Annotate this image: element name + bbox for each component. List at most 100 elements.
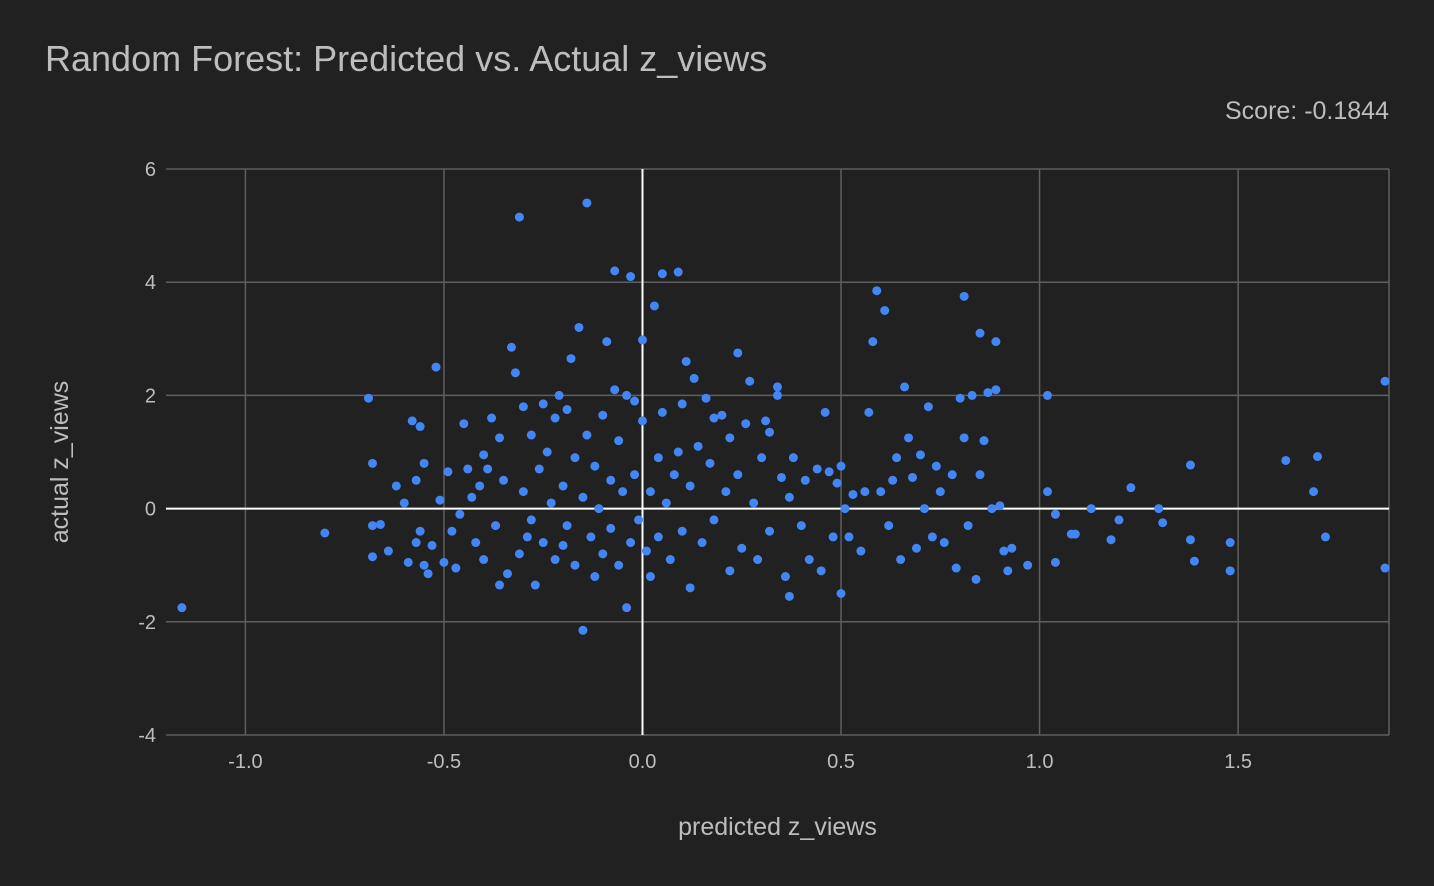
data-point [876,487,886,497]
data-point [900,382,910,392]
data-point [816,566,826,576]
data-point [1023,560,1033,570]
data-point [383,546,393,556]
data-point [391,481,401,491]
data-point [622,603,632,613]
data-point [415,526,425,536]
data-point [657,407,667,417]
data-point [1106,535,1116,545]
data-point [514,212,524,222]
data-point [661,498,671,508]
data-point [983,388,993,398]
data-point [630,396,640,406]
data-point [788,453,798,463]
data-point [439,557,449,567]
data-point [828,532,838,542]
data-point [749,498,759,508]
data-point [773,390,782,400]
data-point [884,521,894,531]
data-point [904,433,914,443]
data-point [367,552,377,562]
data-point [637,416,647,426]
data-point [622,390,632,400]
data-point [657,269,667,279]
data-point [578,492,588,502]
data-point [923,402,933,412]
data-point [582,430,592,440]
data-point [415,422,425,432]
x-tick-label: 1.0 [1026,751,1054,773]
y-tick-label: 2 [145,385,156,407]
y-tick-label: -2 [138,612,156,634]
data-point [626,272,636,282]
data-point [911,543,921,553]
data-point [975,470,985,480]
data-point [586,532,596,542]
data-point [598,410,608,420]
data-point [653,532,663,542]
data-point [538,399,548,409]
data-point [951,563,961,573]
data-point [506,342,516,352]
data-point [971,574,981,584]
data-point [427,540,437,550]
data-point [709,413,719,423]
data-point [562,405,572,415]
data-point [776,472,786,482]
data-point [375,519,385,529]
data-point [614,560,624,570]
y-axis-title: actual z_views [46,381,74,544]
data-point [1309,487,1319,497]
data-point [1380,376,1390,386]
data-point [558,540,568,550]
data-point [491,521,501,531]
data-point [467,492,477,502]
data-point [832,478,842,488]
data-point [999,546,1009,556]
data-point [1114,515,1124,525]
data-point [455,509,465,519]
data-point [562,521,572,531]
data-point [892,453,902,463]
data-point [721,487,731,497]
data-point [959,433,969,443]
data-point [542,447,552,457]
data-point [800,475,810,485]
data-point [947,470,957,480]
data-point [538,538,548,548]
data-point [1050,557,1060,567]
data-point [423,569,433,579]
data-point [1225,538,1235,548]
data-point [526,430,536,440]
data-point [546,498,556,508]
data-point [578,625,588,635]
data-point [880,306,890,315]
data-point [896,555,906,565]
data-point [991,337,1001,347]
data-point [1126,483,1136,493]
data-point [796,521,806,531]
data-point [963,521,973,531]
data-point [653,453,663,463]
data-point [820,407,830,417]
data-point [407,416,417,426]
data-point [550,413,560,423]
data-point [534,464,544,474]
y-tick-label: 6 [145,159,156,181]
data-point [645,572,655,582]
data-point [673,447,683,457]
data-point [634,515,644,525]
data-point [848,489,858,499]
data-point [677,399,687,409]
data-point [495,433,505,443]
data-point [753,555,763,565]
data-point [979,436,989,446]
data-point [610,385,620,395]
data-point [701,393,711,403]
data-point [570,560,580,570]
data-point [931,461,941,471]
data-point [403,557,413,567]
data-point [685,481,695,491]
data-point [709,515,719,525]
data-point [864,407,874,417]
